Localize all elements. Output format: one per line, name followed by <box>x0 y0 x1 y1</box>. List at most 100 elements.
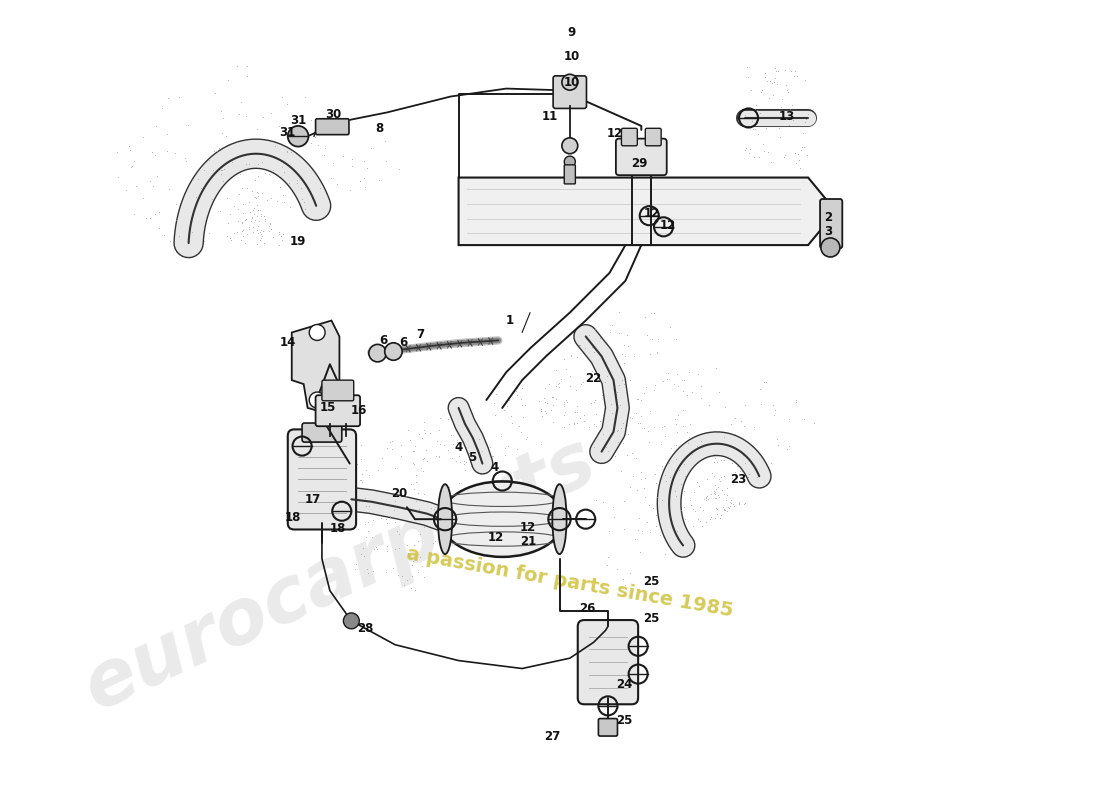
Point <box>278 98 296 110</box>
Point <box>122 160 140 173</box>
Point <box>469 445 486 458</box>
Point <box>250 190 267 202</box>
Point <box>383 443 400 456</box>
Point <box>548 364 565 377</box>
Text: 10: 10 <box>563 50 580 63</box>
Point <box>711 386 728 398</box>
Point <box>239 182 256 195</box>
Point <box>262 191 279 204</box>
Point <box>432 479 450 492</box>
Point <box>341 514 359 527</box>
FancyBboxPatch shape <box>821 199 843 248</box>
Point <box>293 193 310 206</box>
Point <box>587 407 605 420</box>
Point <box>795 74 813 86</box>
Point <box>723 496 740 509</box>
Point <box>376 154 394 167</box>
Point <box>378 442 396 454</box>
Point <box>351 174 369 187</box>
Point <box>360 566 377 579</box>
Point <box>619 339 637 352</box>
Point <box>407 440 425 453</box>
Point <box>98 231 116 244</box>
Point <box>560 418 578 430</box>
Point <box>177 154 195 167</box>
Point <box>681 418 698 430</box>
Point <box>773 93 791 106</box>
Point <box>661 320 679 333</box>
Point <box>769 433 786 446</box>
Point <box>376 135 394 148</box>
Point <box>671 440 689 453</box>
Point <box>389 569 407 582</box>
Point <box>282 201 299 214</box>
Point <box>713 483 730 496</box>
Point <box>405 538 422 551</box>
Point <box>585 441 603 454</box>
Point <box>684 503 702 516</box>
Point <box>200 226 218 239</box>
Point <box>530 394 548 407</box>
Point <box>537 404 554 417</box>
Point <box>371 173 388 186</box>
Point <box>223 155 241 168</box>
Point <box>356 181 374 194</box>
Text: 21: 21 <box>520 535 537 548</box>
Point <box>251 226 268 238</box>
Point <box>439 444 456 457</box>
Point <box>698 490 716 502</box>
Point <box>730 498 748 510</box>
Point <box>483 449 500 462</box>
Point <box>777 64 794 77</box>
Point <box>297 91 315 104</box>
Point <box>626 533 644 546</box>
Point <box>606 450 624 462</box>
Point <box>226 199 243 212</box>
FancyBboxPatch shape <box>316 395 360 426</box>
Point <box>761 74 779 87</box>
Point <box>536 391 553 404</box>
Point <box>723 472 740 485</box>
Point <box>536 382 553 395</box>
Point <box>561 380 579 393</box>
Point <box>557 393 574 406</box>
Point <box>372 512 389 525</box>
Point <box>229 226 246 238</box>
Point <box>271 226 288 238</box>
Point <box>623 411 640 424</box>
Point <box>551 381 569 394</box>
Point <box>711 472 728 485</box>
Point <box>547 379 564 392</box>
Point <box>670 408 688 421</box>
Point <box>353 453 371 466</box>
Point <box>640 498 658 511</box>
Point <box>312 117 330 130</box>
Point <box>796 115 814 128</box>
Point <box>786 65 804 78</box>
Point <box>683 386 701 398</box>
Point <box>710 489 727 502</box>
Point <box>246 214 264 226</box>
Point <box>774 112 792 125</box>
Point <box>763 77 781 90</box>
Point <box>637 472 654 485</box>
Point <box>591 331 608 344</box>
Point <box>581 420 598 433</box>
Point <box>621 567 639 580</box>
Point <box>233 216 251 229</box>
Text: 25: 25 <box>642 612 659 625</box>
Point <box>496 441 514 454</box>
Point <box>799 149 816 162</box>
Point <box>780 119 798 132</box>
Point <box>572 378 590 390</box>
Point <box>316 149 333 162</box>
Point <box>603 406 620 419</box>
Point <box>793 141 811 154</box>
Point <box>716 400 734 413</box>
Point <box>752 398 770 410</box>
Point <box>609 435 627 448</box>
Point <box>390 528 408 541</box>
Point <box>736 498 754 510</box>
Point <box>615 495 632 508</box>
Point <box>499 439 517 452</box>
